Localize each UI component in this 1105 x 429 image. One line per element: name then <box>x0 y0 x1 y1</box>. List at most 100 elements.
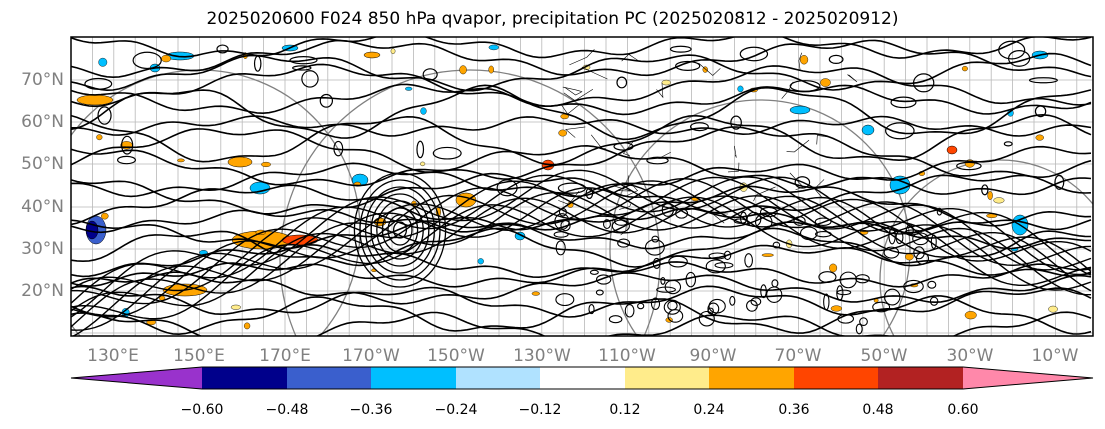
lat-label-30n: 30°N <box>21 239 64 259</box>
anomaly-patch <box>488 65 494 74</box>
anomaly-patch <box>861 124 875 136</box>
qvapor-contour <box>71 176 1092 292</box>
qvapor-contour <box>71 169 1092 318</box>
qvapor-contour <box>823 293 830 311</box>
qvapor-contour <box>927 280 937 289</box>
qvapor-contour <box>828 54 844 64</box>
coastline-segment <box>564 87 582 96</box>
anomaly-patch <box>761 253 774 257</box>
colorbar-tick-label: 0.60 <box>947 402 978 418</box>
lat-label-50n: 50°N <box>21 154 64 174</box>
coastline-segment <box>786 139 810 153</box>
colorbar-tick-label: 0.36 <box>778 402 809 418</box>
qvapor-contour <box>789 80 821 92</box>
coastline-segment <box>847 74 858 83</box>
lat-label-70n: 70°N <box>21 70 64 90</box>
qvapor-contour <box>837 313 855 324</box>
qvapor-contour <box>1003 141 1013 147</box>
coastlines <box>558 49 858 236</box>
qvapor-contour <box>71 83 1092 116</box>
qvapor-contour <box>585 187 594 200</box>
qvapor-contour <box>668 255 688 268</box>
qvapor-contour <box>71 177 1092 305</box>
qvapor-contour <box>956 161 982 171</box>
anomaly-patch <box>820 78 831 87</box>
lat-label-20n: 20°N <box>21 281 64 301</box>
anomaly-patch <box>737 85 744 93</box>
colorbar-swatch <box>625 367 709 389</box>
qvapor-contour <box>71 243 1092 279</box>
anomaly-patch <box>227 156 253 168</box>
qvapor-contour <box>387 214 413 246</box>
qvapor-contour <box>596 274 612 285</box>
coastline-segment <box>698 62 721 76</box>
colorbar-tick-labels: −0.60 −0.48 −0.36 −0.24 −0.12 0.12 0.24 … <box>181 402 979 418</box>
qvapor-contour <box>216 44 229 54</box>
qvapor-contour <box>667 300 678 311</box>
qvapor-contour <box>799 226 818 241</box>
qvapor-contour <box>432 146 462 160</box>
qvapor-contour <box>359 179 441 281</box>
qvapor-contour <box>746 211 762 228</box>
qvapor-contour <box>132 51 162 70</box>
qvapor-contour <box>814 217 832 226</box>
qvapor-contour <box>646 156 669 165</box>
qvapor-contour <box>71 39 1092 79</box>
coastline-segment <box>621 53 639 62</box>
anomaly-patch <box>946 145 958 155</box>
colorbar-swatch <box>540 367 625 389</box>
qvapor-contour <box>739 46 769 62</box>
qvapor-contour <box>71 196 1092 320</box>
coastline-segment <box>753 186 776 202</box>
anomaly-patch <box>905 253 914 261</box>
colorbar-tick-label: −0.12 <box>519 402 562 418</box>
qvapor-contour <box>301 70 319 88</box>
qvapor-contour <box>554 213 570 230</box>
anomaly-patch <box>661 79 671 86</box>
lon-label-170e: 170°E <box>259 346 311 366</box>
anomaly-patch <box>993 197 1005 204</box>
coastline-segment <box>590 134 606 150</box>
qvapor-contour <box>560 220 571 232</box>
qvapor-contour <box>292 65 312 71</box>
qvapor-contour <box>754 213 773 230</box>
anomaly-patch <box>98 57 108 67</box>
coastline-segment <box>798 52 803 71</box>
qvapor-contour <box>705 259 726 274</box>
qvapor-contour <box>589 269 599 275</box>
qvapor-contour <box>496 179 518 197</box>
anomaly-patch <box>177 158 185 163</box>
coastline-segment <box>622 141 634 157</box>
qvapor-contour <box>613 142 634 151</box>
qvapor-contour <box>859 317 868 327</box>
qvapor-contour <box>644 239 665 256</box>
qvapor-contour <box>616 76 628 89</box>
lon-label-90w: 90°W <box>690 346 737 366</box>
qvapor-contour <box>611 219 630 233</box>
colorbar-tick-label: 0.12 <box>609 402 640 418</box>
qvapor-contour <box>903 279 924 294</box>
anomaly-patch <box>961 66 968 72</box>
qvapor-contour <box>836 285 844 301</box>
qvapor-contour <box>602 219 611 230</box>
anomaly-patch <box>420 107 427 115</box>
qvapor-contour <box>890 96 917 109</box>
coastline-segment <box>789 172 804 191</box>
qvapor-contour <box>71 195 1092 312</box>
anomaly-patch <box>390 48 396 55</box>
map-frame <box>70 36 1094 337</box>
colorbar-tick-label: −0.48 <box>266 402 309 418</box>
qvapor-contour <box>555 240 566 256</box>
coastline-segment <box>565 126 586 138</box>
qvapor-contour <box>661 203 675 217</box>
coastline-segment <box>625 183 639 197</box>
qvapor-contour <box>744 253 753 268</box>
qvapor-contour <box>71 63 1092 108</box>
coastline-segment <box>814 179 825 198</box>
qvapor-contour <box>422 68 438 81</box>
qvapor-contour <box>895 230 904 245</box>
qvapor-contour <box>71 37 1092 59</box>
qvapor-contour <box>739 211 748 225</box>
qvapor-contour <box>652 257 661 269</box>
projection-circle <box>879 159 1093 336</box>
